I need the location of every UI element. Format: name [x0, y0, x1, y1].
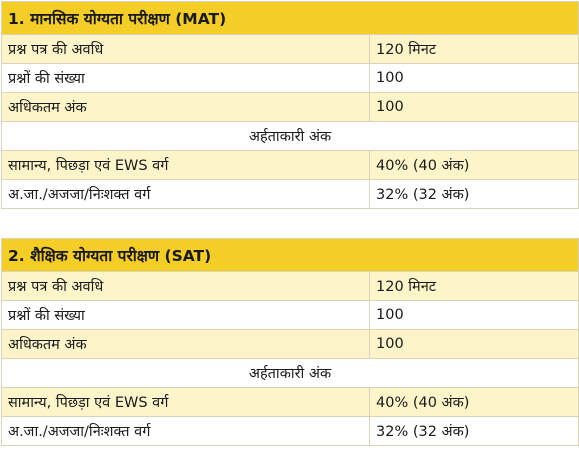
qualifying-marks-heading: अर्हताकारी अंक [1, 121, 579, 151]
sat-header-row: 2. शैक्षिक योग्यता परीक्षण (SAT) [1, 238, 579, 272]
table-row: सामान्य, पिछड़ा एवं EWS वर्ग 40% (40 अंक… [1, 150, 579, 180]
row-value: 120 मिनट [369, 271, 579, 301]
row-label: प्रश्नों की संख्या [1, 300, 370, 330]
table-row: सामान्य, पिछड़ा एवं EWS वर्ग 40% (40 अंक… [1, 387, 579, 417]
table-row: अधिकतम अंक 100 [1, 329, 579, 359]
qualifying-marks-heading: अर्हताकारी अंक [1, 358, 579, 388]
row-label: प्रश्नों की संख्या [1, 63, 370, 93]
table-row: प्रश्नों की संख्या 100 [1, 300, 579, 330]
qualifying-heading-row: अर्हताकारी अंक [1, 121, 579, 151]
row-value: 40% (40 अंक) [369, 150, 579, 180]
row-value: 100 [369, 300, 579, 330]
row-value: 40% (40 अंक) [369, 387, 579, 417]
table-row: प्रश्न पत्र की अवधि 120 मिनट [1, 271, 579, 301]
row-label: अधिकतम अंक [1, 329, 370, 359]
row-label: सामान्य, पिछड़ा एवं EWS वर्ग [1, 387, 370, 417]
table-row: प्रश्नों की संख्या 100 [1, 63, 579, 93]
row-label: अ.जा./अजजा/निःशक्त वर्ग [1, 179, 370, 209]
row-value: 100 [369, 329, 579, 359]
mat-table: 1. मानसिक योग्यता परीक्षण (MAT) प्रश्न प… [1, 1, 579, 209]
sat-section-title: 2. शैक्षिक योग्यता परीक्षण (SAT) [1, 238, 579, 272]
mat-section-title: 1. मानसिक योग्यता परीक्षण (MAT) [1, 1, 579, 35]
row-label: अधिकतम अंक [1, 92, 370, 122]
row-value: 100 [369, 63, 579, 93]
row-value: 120 मिनट [369, 34, 579, 64]
table-row: प्रश्न पत्र की अवधि 120 मिनट [1, 34, 579, 64]
sat-table: 2. शैक्षिक योग्यता परीक्षण (SAT) प्रश्न … [1, 238, 579, 446]
row-value: 32% (32 अंक) [369, 416, 579, 446]
row-label: प्रश्न पत्र की अवधि [1, 34, 370, 64]
qualifying-heading-row: अर्हताकारी अंक [1, 358, 579, 388]
row-label: प्रश्न पत्र की अवधि [1, 271, 370, 301]
row-value: 100 [369, 92, 579, 122]
row-label: सामान्य, पिछड़ा एवं EWS वर्ग [1, 150, 370, 180]
table-row: अधिकतम अंक 100 [1, 92, 579, 122]
table-row: अ.जा./अजजा/निःशक्त वर्ग 32% (32 अंक) [1, 416, 579, 446]
row-label: अ.जा./अजजा/निःशक्त वर्ग [1, 416, 370, 446]
mat-header-row: 1. मानसिक योग्यता परीक्षण (MAT) [1, 1, 579, 35]
table-row: अ.जा./अजजा/निःशक्त वर्ग 32% (32 अंक) [1, 179, 579, 209]
row-value: 32% (32 अंक) [369, 179, 579, 209]
